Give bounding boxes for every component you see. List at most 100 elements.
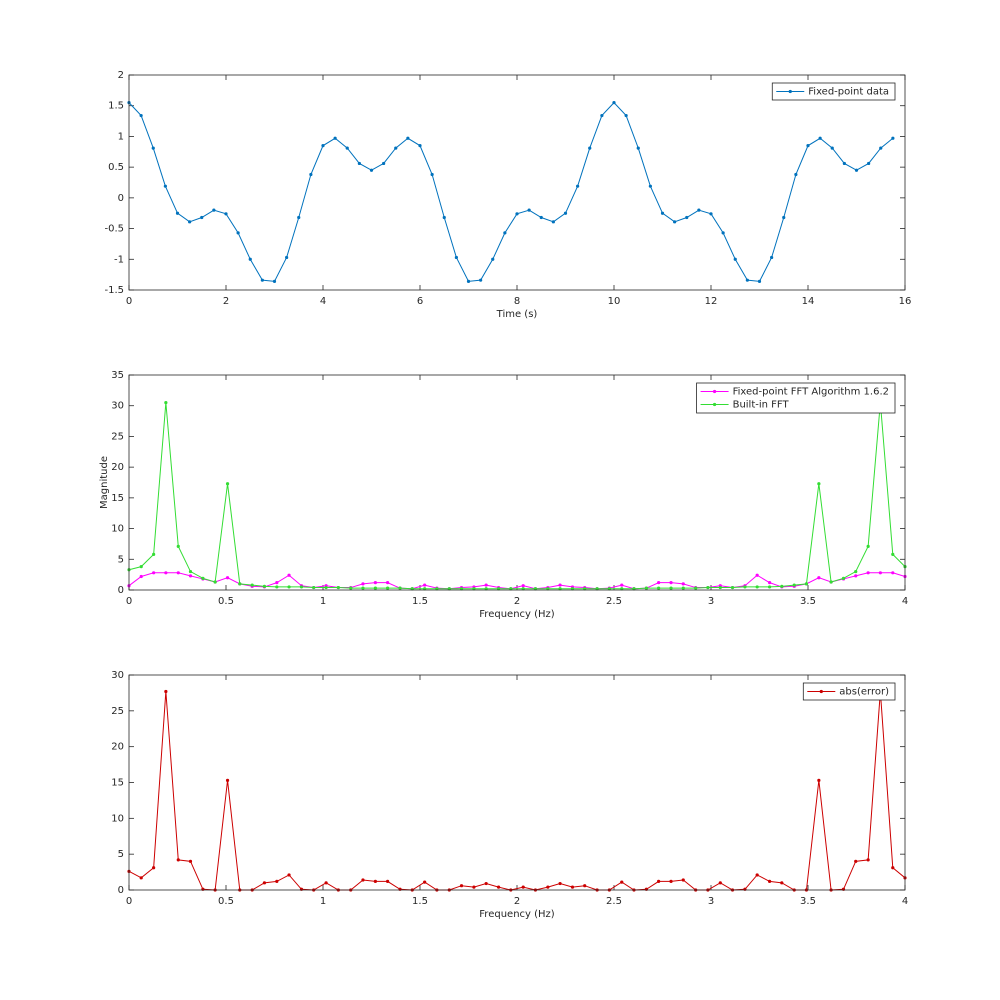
- data-point: [624, 113, 628, 118]
- data-point: [515, 212, 519, 216]
- y-tick-label: -1.5: [104, 285, 124, 296]
- data-point: [673, 220, 677, 224]
- legend: Fixed-point data: [771, 82, 896, 101]
- x-tick-label: 10: [608, 296, 621, 307]
- data-point: [612, 101, 616, 105]
- data-point: [657, 879, 661, 884]
- data-point: [669, 879, 673, 884]
- x-tick-label: 6: [417, 296, 423, 307]
- data-point: [361, 586, 365, 590]
- data-point: [176, 571, 180, 575]
- data-point: [287, 873, 291, 877]
- legend-marker: [712, 389, 717, 394]
- x-tick-label: 1: [320, 596, 326, 607]
- data-point: [854, 168, 859, 172]
- x-tick-label: 4: [902, 596, 908, 607]
- data-point: [632, 587, 636, 591]
- series-line: [128, 572, 906, 590]
- data-point: [588, 146, 592, 150]
- axes-box: [128, 674, 906, 891]
- y-tick-label: 15: [111, 778, 124, 789]
- data-point: [817, 778, 821, 782]
- data-point: [521, 587, 525, 591]
- data-point: [188, 574, 193, 578]
- data-point: [780, 881, 784, 885]
- data-point: [435, 587, 439, 591]
- data-point: [175, 211, 180, 215]
- x-tick-label: 2.5: [606, 896, 622, 907]
- data-point: [287, 585, 291, 589]
- x-axis-label: Frequency (Hz): [479, 909, 555, 920]
- data-point: [285, 255, 289, 260]
- legend-label: Fixed-point data: [808, 87, 889, 98]
- data-point: [644, 887, 648, 891]
- series-line: [128, 101, 894, 282]
- plot-area: [127, 401, 907, 591]
- data-point: [681, 878, 685, 882]
- data-point: [275, 879, 279, 884]
- data-point: [349, 586, 353, 590]
- data-point: [297, 215, 301, 220]
- data-point: [163, 184, 167, 188]
- data-point: [503, 231, 507, 235]
- y-tick-label: 35: [111, 370, 124, 381]
- data-point: [755, 573, 759, 577]
- legend-label: Fixed-point FFT Algorithm 1.6.2: [733, 387, 889, 398]
- series-line: [128, 691, 906, 891]
- data-point: [472, 587, 476, 591]
- y-tick-label: 0: [118, 885, 124, 896]
- data-point: [430, 172, 434, 177]
- data-point: [225, 576, 230, 580]
- axes-box: [128, 74, 906, 291]
- data-point: [521, 584, 525, 588]
- data-point: [491, 257, 495, 261]
- y-tick-label: -0.5: [104, 224, 124, 235]
- data-point: [386, 581, 390, 585]
- y-tick-label: 0: [118, 585, 124, 596]
- data-point: [479, 278, 483, 282]
- data-point: [718, 585, 722, 590]
- data-point: [558, 587, 562, 591]
- y-tick-label: 5: [118, 849, 124, 860]
- data-point: [398, 887, 402, 891]
- data-point: [770, 255, 774, 260]
- y-tick-label: -1: [114, 254, 124, 265]
- y-tick-label: 5: [118, 554, 124, 565]
- data-point: [830, 146, 834, 150]
- x-axis-label: Frequency (Hz): [479, 609, 555, 620]
- data-point: [891, 866, 895, 870]
- data-point: [287, 573, 291, 577]
- data-point: [767, 585, 772, 589]
- data-point: [644, 586, 648, 590]
- data-point: [176, 544, 180, 548]
- data-point: [806, 144, 810, 148]
- data-point: [275, 585, 279, 589]
- data-point: [423, 880, 427, 884]
- data-point: [164, 401, 168, 405]
- data-point: [333, 136, 337, 140]
- data-point: [248, 257, 252, 261]
- data-point: [152, 552, 156, 556]
- data-point: [817, 576, 821, 580]
- data-point: [484, 881, 488, 886]
- data-point: [681, 586, 685, 590]
- subplot: -1.5 -1 -0.5 0 0.5 1 1.5 2 0 2 4 6 8 10 12 14 16 Time (s)…: [104, 70, 911, 320]
- plot-area: [127, 689, 907, 892]
- data-point: [866, 571, 870, 575]
- data-point: [620, 880, 624, 884]
- data-point: [718, 881, 722, 885]
- data-point: [842, 161, 846, 166]
- legend-box: [771, 82, 896, 101]
- x-tick-label: 2: [223, 296, 229, 307]
- data-point: [472, 885, 476, 889]
- data-point: [521, 885, 525, 889]
- data-point: [533, 587, 538, 591]
- y-tick-label: 25: [111, 706, 124, 717]
- data-point: [563, 211, 568, 215]
- x-tick-label: 0: [126, 596, 132, 607]
- data-point: [369, 168, 374, 172]
- data-point: [891, 571, 895, 575]
- x-tick-label: 1.5: [412, 596, 428, 607]
- data-point: [694, 586, 698, 590]
- data-point: [891, 552, 895, 556]
